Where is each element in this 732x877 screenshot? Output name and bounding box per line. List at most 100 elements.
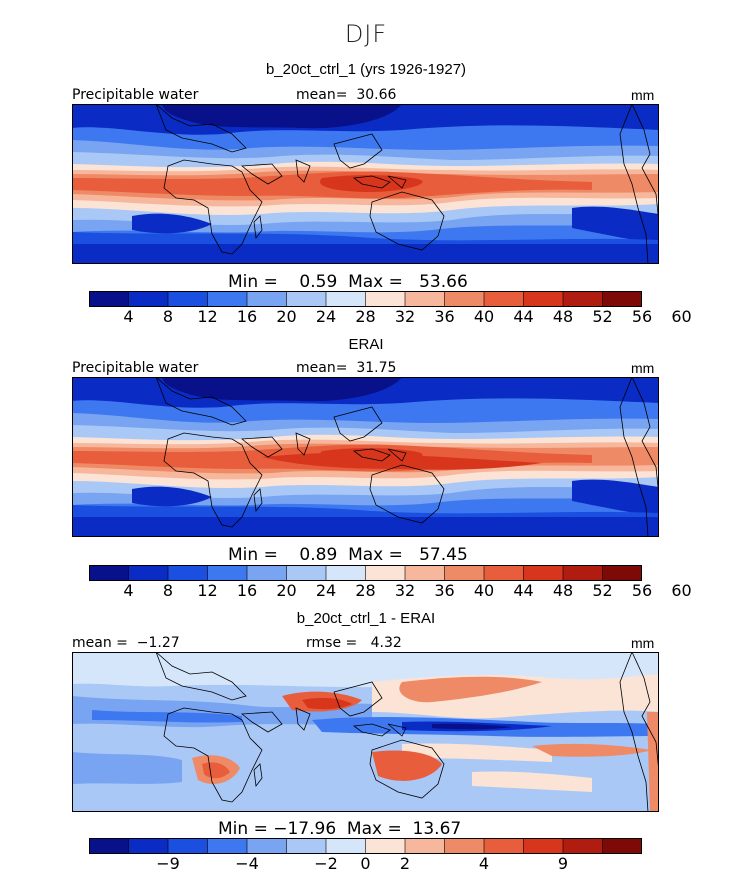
colorbar-swatch [405,838,445,854]
field-contour [132,486,212,507]
panel-1-map [72,104,659,264]
colorbar-swatch [365,291,406,307]
colorbar-frame [89,838,642,854]
colorbar-tick-label: 24 [315,307,337,326]
colorbar-swatch [484,565,524,581]
colorbar-tick-label: 0 [360,854,371,873]
panel-3-title: b_20ct_ctrl_1 - ERAI [296,610,436,627]
colorbar-tick-label: 2 [399,854,411,873]
colorbar-tick-label: 40 [473,581,495,600]
madagascar-coast [253,488,263,513]
colorbar-tick-label: 16 [236,307,258,326]
colorbar-tick-label: 56 [631,307,653,326]
colorbar-swatch [523,565,564,581]
field-contour [162,104,402,129]
panel-3-mean-label: mean = −1.27 [72,635,180,651]
colorbar-tick-label: 56 [631,581,653,600]
europe-coast [155,377,247,426]
colorbar-tick-label: 28 [355,307,376,326]
colorbar-swatch [168,291,208,307]
colorbar-swatch [444,838,485,854]
maritime-coast [333,681,407,737]
colorbar-tick-label: 24 [315,581,337,600]
panel-1-colorbar [89,291,642,307]
colorbar-tick-label: 52 [592,581,613,600]
panel-2-mean-label: mean= 31.75 [296,360,397,376]
field-contour [132,213,212,234]
colorbar-tick-label: 20 [276,581,297,600]
panel-3-rmse-label: rmse = 4.32 [306,635,402,651]
colorbar-tick-label: 4 [478,854,490,873]
colorbar-frame [89,291,642,307]
panel-3-map [72,652,659,812]
colorbar-swatch [207,838,248,854]
panel-3-colorbar [89,838,642,854]
field-contour [472,771,592,792]
colorbar-swatch [523,838,564,854]
field-contour [647,712,659,812]
asia-coast [240,707,311,733]
colorbar-tick-label: 36 [434,307,455,326]
field-contour [432,723,512,730]
colorbar-tick-label: 52 [592,307,613,326]
colorbar-tick-label: 4 [123,307,134,326]
colorbar-tick-label: 48 [552,307,574,326]
asia-coast [240,159,311,185]
africa-coast [163,159,263,255]
colorbar-swatch [365,565,406,581]
colorbar-swatch [602,291,642,307]
americas-coast [619,104,659,264]
colorbar-tick-label: 9 [557,854,569,873]
colorbar-tick-label: 4 [123,581,134,600]
colorbar-tick-label: 48 [552,581,574,600]
field-contour [372,750,442,781]
australia-coast [369,739,445,799]
colorbar-swatch [602,565,642,581]
colorbar-swatch [247,291,287,307]
colorbar-tick-label: 60 [671,581,692,600]
panel-2-map [72,377,659,537]
colorbar-swatch [444,565,485,581]
colorbar-tick-label: 12 [197,581,218,600]
americas-coast [619,377,659,537]
maritime-coast [333,133,407,189]
europe-coast [155,104,247,153]
colorbar-swatch [247,565,287,581]
colorbar-swatch [405,291,445,307]
colorbar-tick-label: 28 [355,581,376,600]
field-contour [572,479,659,517]
colorbar-swatch [128,291,169,307]
colorbar-swatch [168,838,208,854]
colorbar-tick-label: 60 [671,307,692,326]
colorbar-tick-label: 20 [276,307,297,326]
colorbar-swatch [326,565,366,581]
coastlines [155,104,659,264]
colorbar-swatch [89,838,129,854]
colorbar-swatch [326,838,366,854]
panel-1-mean-label: mean= 30.66 [296,87,397,103]
panel-2-title: ERAI [348,336,384,353]
panel-2-colorbar [89,565,642,581]
field-contour [72,517,659,537]
colorbar-tick-label: 12 [197,307,218,326]
africa-coast [163,707,263,803]
colorbar-swatch [286,291,327,307]
colorbar-swatch [563,291,603,307]
africa-coast [163,432,263,528]
colorbar-tick-label: 36 [434,581,455,600]
colorbar-swatch [523,291,564,307]
colorbar-swatch [89,565,129,581]
colorbar-swatch [168,565,208,581]
field-contour [202,762,230,779]
colorbar-swatch [484,291,524,307]
field-contour [72,505,659,517]
colorbar-swatch [326,291,366,307]
maritime-coast [333,406,407,462]
colorbar-swatch [484,838,524,854]
panel-2-variable-label: Precipitable water [72,360,199,376]
field-contour [572,206,659,244]
field-contour [399,676,542,703]
field-contour [72,232,659,244]
field-contour [162,377,402,402]
colorbar-tick-label: 8 [162,307,174,326]
